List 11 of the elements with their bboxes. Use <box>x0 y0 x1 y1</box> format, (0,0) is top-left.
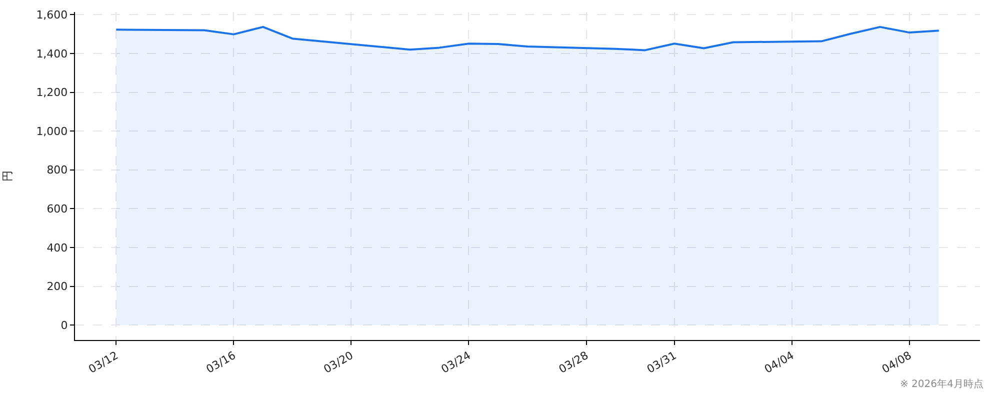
y-tick-label: 1,400 <box>36 47 68 60</box>
y-tick-label: 200 <box>46 280 68 294</box>
y-tick-label: 800 <box>46 164 68 177</box>
y-tick-label: 0 <box>60 318 68 332</box>
y-tick-label: 1,200 <box>36 86 68 100</box>
y-axis-title: 円 <box>0 170 14 182</box>
y-tick-label: 1,600 <box>36 8 68 22</box>
text: ※ 2026年4月時点 <box>900 378 984 390</box>
y-tick-label: 400 <box>46 241 68 254</box>
y-tick-label: 1,000 <box>36 124 68 138</box>
y-tick-label: 600 <box>46 202 68 216</box>
